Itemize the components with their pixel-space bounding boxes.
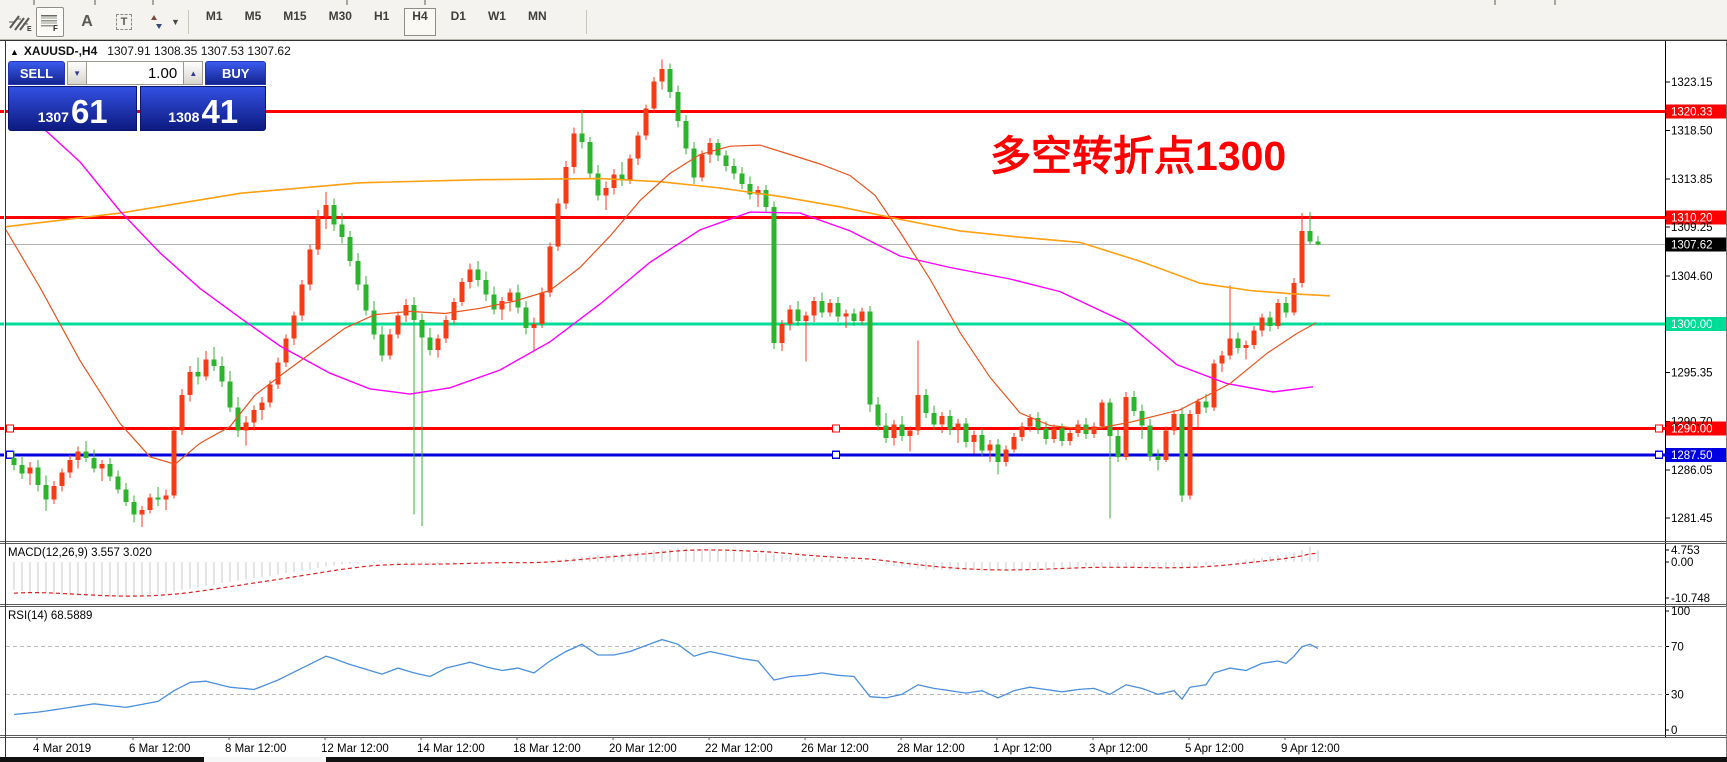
- svg-text:F: F: [53, 24, 58, 33]
- timeframe-button-m1[interactable]: M1: [205, 9, 223, 23]
- buy-button[interactable]: BUY: [205, 61, 266, 85]
- time-axis-label: 1 Apr 12:00: [993, 743, 1052, 755]
- time-axis-label: 18 Mar 12:00: [513, 743, 581, 755]
- svg-text:E: E: [27, 26, 32, 32]
- time-axis-label: 6 Mar 12:00: [129, 743, 190, 755]
- indicators-overlay-icon[interactable]: E: [6, 7, 34, 37]
- dropdown-caret-icon: ▼: [171, 17, 180, 27]
- svg-text:4.753: 4.753: [1671, 545, 1700, 557]
- buy-price-display[interactable]: 1308 41: [140, 86, 266, 131]
- svg-text:1300.00: 1300.00: [1671, 319, 1713, 331]
- svg-text:1323.15: 1323.15: [1671, 77, 1713, 89]
- volume-increase-button[interactable]: ▲: [183, 61, 204, 85]
- timeframe-button-h4[interactable]: H4: [404, 8, 436, 36]
- timeframe-button-m15[interactable]: M15: [283, 9, 307, 23]
- svg-text:1304.60: 1304.60: [1671, 271, 1713, 283]
- svg-text:-10.748: -10.748: [1671, 593, 1710, 605]
- time-axis-label: 4 Mar 2019: [33, 743, 91, 755]
- time-axis-label: 9 Apr 12:00: [1281, 743, 1340, 755]
- svg-text:1313.85: 1313.85: [1671, 174, 1713, 186]
- time-axis-label: 12 Mar 12:00: [321, 743, 389, 755]
- svg-text:1307.62: 1307.62: [1671, 239, 1713, 251]
- timeframe-button-m5[interactable]: M5: [244, 9, 262, 23]
- sell-price-main: 1307: [37, 109, 69, 125]
- timeframe-button-h1[interactable]: H1: [373, 9, 390, 23]
- buy-price-main: 1308: [168, 109, 200, 125]
- timeframe-button-d1[interactable]: D1: [450, 9, 466, 23]
- rsi-indicator-label: RSI(14) 68.5889: [8, 610, 92, 622]
- toolbar: E F A T ▼: [0, 0, 1727, 40]
- chart-symbol: XAUUSD-,H4: [23, 44, 98, 58]
- one-click-trading-panel: SELL ▼ ▲ BUY 1307 61 1308 41: [8, 61, 266, 131]
- svg-text:1286.05: 1286.05: [1671, 465, 1713, 477]
- svg-text:1295.35: 1295.35: [1671, 368, 1713, 380]
- svg-text:1287.50: 1287.50: [1671, 450, 1713, 462]
- svg-text:100: 100: [1671, 606, 1690, 618]
- svg-text:1281.45: 1281.45: [1671, 513, 1713, 525]
- svg-text:0.00: 0.00: [1671, 557, 1693, 569]
- svg-text:30: 30: [1671, 689, 1684, 701]
- time-axis-label: 14 Mar 12:00: [417, 743, 485, 755]
- svg-text:1290.00: 1290.00: [1671, 424, 1713, 436]
- toolbar-grip-strip: [0, 0, 1727, 6]
- svg-text:1290.70: 1290.70: [1671, 416, 1713, 428]
- sell-price-pips: 61: [70, 92, 108, 130]
- time-axis-label: 26 Mar 12:00: [801, 743, 869, 755]
- time-axis-label: 20 Mar 12:00: [609, 743, 677, 755]
- text-box-icon[interactable]: T: [110, 7, 138, 37]
- time-axis-label: 8 Mar 12:00: [225, 743, 286, 755]
- svg-text:1310.20: 1310.20: [1671, 212, 1713, 224]
- symbol-collapse-icon[interactable]: ▲: [10, 47, 19, 57]
- timeframe-button-mn[interactable]: MN: [527, 9, 547, 23]
- volume-decrease-button[interactable]: ▼: [66, 61, 88, 85]
- svg-text:0: 0: [1671, 725, 1677, 737]
- macd-indicator-label: MACD(12,26,9) 3.557 3.020: [8, 547, 152, 559]
- time-axis-label: 5 Apr 12:00: [1185, 743, 1244, 755]
- chart-canvas[interactable]: 1323.15 1318.50 1313.85 1309.25 1304.60 1295.…: [0, 40, 1727, 757]
- svg-text:1309.25: 1309.25: [1671, 222, 1713, 234]
- window-bottom-strip: [0, 757, 1727, 762]
- chart-ohlc-values: 1307.91 1308.35 1307.53 1307.62: [107, 44, 291, 58]
- volume-input[interactable]: [87, 61, 184, 85]
- timeframe-button-m30[interactable]: M30: [328, 9, 352, 23]
- arrange-arrows-icon[interactable]: ▼: [147, 7, 181, 37]
- time-axis-label: 28 Mar 12:00: [897, 743, 965, 755]
- svg-text:1318.50: 1318.50: [1671, 125, 1713, 137]
- svg-text:70: 70: [1671, 642, 1684, 654]
- chart-title: ▲ XAUUSD-,H4 1307.91 1308.35 1307.53 1307.…: [10, 44, 291, 58]
- chart-text-annotation: 多空转折点1300: [990, 133, 1287, 179]
- svg-text:1320.33: 1320.33: [1671, 106, 1713, 118]
- chart-window: 1323.15 1318.50 1313.85 1309.25 1304.60 1295.…: [0, 40, 1727, 757]
- sell-price-display[interactable]: 1307 61: [8, 86, 138, 131]
- grid-toggle-icon[interactable]: F: [36, 7, 64, 37]
- time-axis-label: 3 Apr 12:00: [1089, 743, 1148, 755]
- timeframe-button-w1[interactable]: W1: [487, 9, 506, 23]
- sell-button[interactable]: SELL: [8, 61, 65, 85]
- text-label-icon[interactable]: A: [81, 13, 93, 30]
- buy-price-pips: 41: [201, 92, 239, 130]
- time-axis-label: 22 Mar 12:00: [705, 743, 773, 755]
